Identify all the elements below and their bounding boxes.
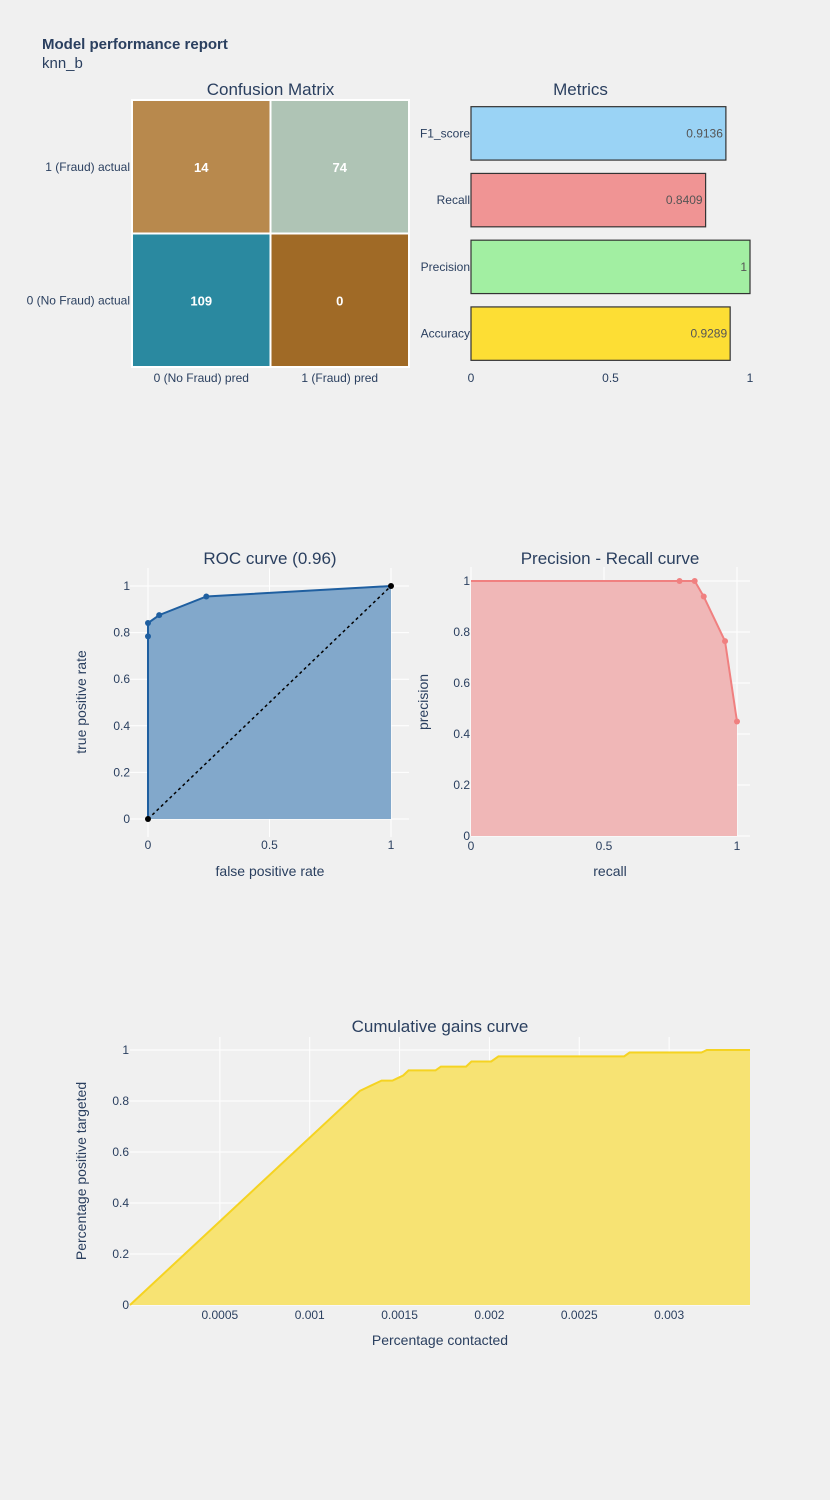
- pr-point: [722, 638, 729, 645]
- gains-x-tick-label: 0.003: [654, 1308, 684, 1322]
- roc-y-tick-label: 0: [123, 812, 130, 826]
- pr-point: [700, 593, 707, 600]
- metrics-category-label: Accuracy: [421, 327, 470, 341]
- precision-recall-chart: 0 0.5 1 0 0.2 0.4 0.6 0.8 1 Precision - Recall cu…: [415, 549, 750, 879]
- pr-y-tick-label: 0.2: [453, 778, 470, 792]
- roc-baseline-point: [388, 583, 394, 589]
- gains-y-tick-label: 1: [122, 1043, 129, 1057]
- roc-x-tick-label: 0.5: [261, 838, 278, 852]
- cm-x-tick-label: 0 (No Fraud) pred: [154, 371, 249, 385]
- cm-y-tick-label: 1 (Fraud) actual: [45, 160, 130, 174]
- pr-area: [471, 581, 737, 836]
- roc-point: [145, 633, 151, 640]
- metrics-x-tick-label: 0.5: [602, 371, 619, 385]
- gains-area: [130, 1050, 750, 1305]
- report-title: Model performance report: [42, 36, 228, 53]
- roc-point: [203, 593, 210, 600]
- roc-y-axis-label: true positive rate: [73, 650, 89, 754]
- metrics-bar-label: 0.9289: [690, 327, 727, 341]
- cumulative-gains-chart: 0.0005 0.001 0.0015 0.002 0.0025 0.003 0 0.2 0.4…: [73, 1017, 750, 1348]
- roc-y-tick-label: 0.4: [113, 719, 130, 733]
- cm-cell-label: 109: [190, 293, 212, 308]
- gains-x-tick-label: 0.0015: [381, 1308, 418, 1322]
- metrics-category-label: Recall: [437, 193, 470, 207]
- roc-curve-chart: 0 0.5 1 0 0.2 0.4 0.6 0.8 1 ROC curve (0.96) false…: [73, 549, 409, 879]
- pr-y-tick-label: 0: [463, 829, 470, 843]
- roc-point: [145, 620, 151, 627]
- gains-y-tick-label: 0.4: [112, 1196, 129, 1210]
- gains-y-tick-label: 0.2: [112, 1247, 129, 1261]
- metrics-x-tick-label: 0: [468, 371, 475, 385]
- gains-x-axis-label: Percentage contacted: [372, 1332, 508, 1348]
- gains-line: [129, 1049, 750, 1306]
- confusion-matrix-chart: Confusion Matrix 14 74 109 0 0 (No Fraud) pre…: [27, 80, 410, 385]
- metrics-bar-label: 1: [740, 260, 747, 274]
- roc-title: ROC curve (0.96): [203, 549, 336, 568]
- roc-y-tick-label: 0.6: [113, 672, 130, 686]
- metrics-bar-label: 0.8409: [666, 193, 703, 207]
- gains-x-tick-label: 0.001: [295, 1308, 325, 1322]
- cm-cell: [269, 99, 410, 235]
- gains-y-axis-label: Percentage positive targeted: [73, 1082, 89, 1260]
- roc-y-tick-label: 1: [123, 579, 130, 593]
- gains-title: Cumulative gains curve: [352, 1017, 529, 1036]
- gains-y-tick-label: 0.6: [112, 1145, 129, 1159]
- roc-y-tick-label: 0.8: [113, 626, 130, 640]
- cm-cell: [131, 232, 272, 368]
- metrics-category-label: Precision: [421, 260, 470, 274]
- metrics-chart: Metrics 0.9136 F1_score 0.8409 Recall 1 Precis…: [420, 80, 754, 385]
- roc-baseline-point: [145, 816, 151, 822]
- metrics-title: Metrics: [553, 80, 608, 99]
- pr-x-tick-label: 1: [734, 839, 741, 853]
- cm-cell-label: 74: [333, 160, 348, 175]
- roc-y-tick-label: 0.2: [113, 765, 130, 779]
- metrics-bar: [470, 239, 751, 295]
- roc-x-tick-label: 0: [145, 838, 152, 852]
- cm-cell-label: 14: [194, 160, 209, 175]
- cm-cell: [269, 232, 410, 368]
- metrics-x-tick-label: 1: [747, 371, 754, 385]
- pr-x-tick-label: 0.5: [596, 839, 613, 853]
- roc-point: [156, 612, 163, 619]
- report-subtitle: knn_b: [42, 55, 83, 72]
- cm-cell-label: 0: [336, 293, 343, 308]
- roc-line: [147, 585, 392, 819]
- gains-x-tick-label: 0.0005: [202, 1308, 239, 1322]
- pr-x-tick-label: 0: [468, 839, 475, 853]
- pr-point: [676, 578, 683, 584]
- pr-y-tick-label: 0.8: [453, 625, 470, 639]
- cm-y-tick-label: 0 (No Fraud) actual: [27, 293, 130, 307]
- pr-y-tick-label: 0.4: [453, 727, 470, 741]
- gains-x-tick-label: 0.0025: [561, 1308, 598, 1322]
- metrics-bar: [470, 172, 707, 228]
- metrics-bar-label: 0.9136: [686, 126, 723, 140]
- roc-x-tick-label: 1: [388, 838, 395, 852]
- metrics-category-label: F1_score: [420, 126, 470, 140]
- gains-y-tick-label: 0.8: [112, 1094, 129, 1108]
- metrics-bar: [470, 306, 731, 361]
- pr-point: [734, 718, 740, 725]
- pr-line: [471, 580, 738, 722]
- pr-point: [691, 578, 698, 584]
- pr-title: Precision - Recall curve: [521, 549, 700, 568]
- pr-x-axis-label: recall: [593, 863, 626, 879]
- cm-x-tick-label: 1 (Fraud) pred: [301, 371, 378, 385]
- roc-baseline: [147, 585, 392, 820]
- pr-y-axis-label: precision: [415, 674, 431, 730]
- gains-y-tick-label: 0: [122, 1298, 129, 1312]
- cm-title: Confusion Matrix: [207, 80, 335, 99]
- roc-x-axis-label: false positive rate: [216, 863, 325, 879]
- pr-y-tick-label: 0.6: [453, 676, 470, 690]
- gains-x-tick-label: 0.002: [474, 1308, 504, 1322]
- metrics-bar: [470, 106, 727, 161]
- cm-cell: [131, 99, 272, 235]
- pr-y-tick-label: 1: [463, 574, 470, 588]
